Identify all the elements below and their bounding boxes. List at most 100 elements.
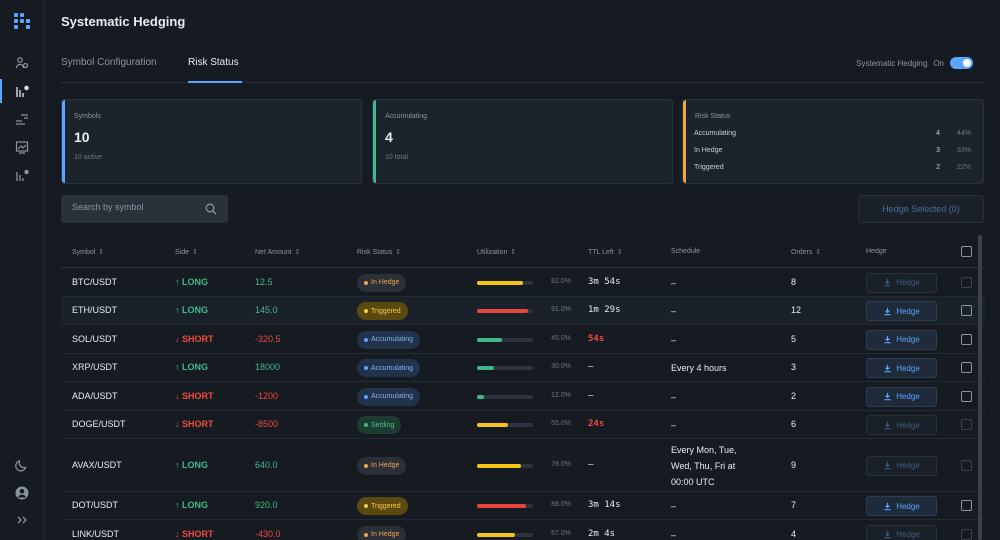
status-dot-icon — [364, 504, 368, 508]
utilization-bar: 67.0% — [477, 529, 577, 537]
schedule-cell: – — [671, 527, 676, 540]
row-checkbox[interactable] — [961, 419, 972, 430]
tab-bar: Symbol Configuration Risk Status Systema… — [61, 48, 985, 83]
table-row[interactable]: ETH/USDT ↑ LONG 145.0 Triggered 91.0% 1m 29s –… — [61, 297, 985, 325]
schedule-cell: – — [671, 417, 676, 433]
utilization-bar: 78.0% — [477, 461, 577, 468]
row-checkbox[interactable] — [961, 276, 972, 288]
hedge-button-label: Hedge — [896, 278, 920, 287]
side-cell: ↑ LONG — [175, 459, 208, 470]
col-symbol[interactable]: Symbol ⇕ — [72, 248, 104, 257]
schedule-line: – — [671, 391, 677, 402]
hedge-button-label: Hedge — [896, 420, 920, 430]
line-chart-icon[interactable] — [13, 138, 31, 156]
schedule-cell: – — [671, 332, 676, 348]
expand-icon[interactable] — [13, 511, 31, 529]
col-ttl-left[interactable]: TTL Left ⇕ — [588, 248, 623, 257]
row-checkbox[interactable] — [961, 500, 972, 511]
symbol-cell: BTC/USDT — [72, 276, 117, 287]
side-cell: ↑ LONG — [175, 276, 208, 287]
card-label: Risk Status — [695, 113, 731, 120]
table-row[interactable]: BTC/USDT ↑ LONG 12.5 In Hedge 82.0% 3m 54s – 8 H… — [61, 268, 985, 297]
col-risk-status[interactable]: Risk Status ⇕ — [357, 248, 402, 257]
search-icon[interactable] — [205, 203, 217, 215]
hedge-button[interactable]: Hedge — [866, 415, 937, 435]
net-amount-cell: 145.0 — [255, 305, 278, 315]
net-amount-cell: 920.0 — [255, 500, 278, 510]
hedge-button[interactable]: Hedge — [866, 272, 937, 293]
col-side[interactable]: Side ⇕ — [175, 248, 198, 257]
schedule-cell: Every Mon, Tue, Wed, Thu, Fri at 00:00 UTC — [671, 442, 737, 490]
row-checkbox[interactable] — [961, 390, 972, 402]
nav-active-indicator — [0, 79, 2, 103]
hedge-button[interactable]: Hedge — [866, 301, 937, 321]
systematic-hedging-toggle[interactable] — [950, 57, 973, 69]
download-icon — [884, 335, 891, 344]
col-schedule: Schedule — [671, 248, 700, 255]
orders-cell: 3 — [791, 362, 797, 372]
table-row[interactable]: AVAX/USDT ↑ LONG 640.0 In Hedge 78.0% – Every … — [61, 439, 985, 492]
utilization-track — [477, 463, 533, 468]
risk-row-name: Accumulating — [694, 130, 737, 137]
hedge-button[interactable]: Hedge — [866, 329, 937, 350]
hedge-button[interactable]: Hedge — [866, 455, 937, 476]
symbol-cell: XRP/USDT — [72, 362, 118, 372]
utilization-pct: 12.0% — [551, 391, 571, 399]
risk-row-pct: 33% — [956, 147, 971, 154]
status-badge: Triggered — [357, 302, 408, 320]
sort-icon: ⇕ — [395, 249, 402, 256]
table-row[interactable]: DOGE/USDT ↓ SHORT -8500 Settling 55.0% 24s – 6 H… — [61, 411, 985, 439]
table-row[interactable]: SOL/USDT ↓ SHORT -320.5 Accumulating 45.0% 54… — [61, 325, 985, 354]
utilization-fill — [477, 337, 503, 342]
transfer-icon[interactable] — [13, 110, 31, 128]
hedge-button[interactable]: Hedge — [866, 358, 937, 378]
hedge-button[interactable]: Hedge — [866, 524, 937, 540]
status-dot-icon — [364, 394, 368, 399]
sort-icon: ⇕ — [510, 249, 517, 256]
status-badge: Accumulating — [357, 359, 421, 377]
avatar[interactable] — [13, 484, 31, 502]
row-checkbox[interactable] — [961, 362, 972, 373]
status-label: In Hedge — [371, 531, 400, 538]
hedge-button[interactable]: Hedge — [866, 496, 937, 516]
logo-icon — [14, 13, 30, 29]
tab-symbol-configuration[interactable]: Symbol Configuration — [61, 57, 157, 68]
hedge-selected-button[interactable]: Hedge Selected (0) — [858, 195, 984, 223]
table-row[interactable]: ADA/USDT ↓ SHORT -1200 Accumulating 12.0% – – 2… — [61, 382, 985, 411]
status-label: In Hedge — [371, 462, 400, 469]
status-label: Accumulating — [371, 336, 414, 343]
net-amount-cell: 12.5 — [255, 276, 273, 287]
scrollbar[interactable] — [978, 235, 982, 540]
row-checkbox[interactable] — [961, 333, 972, 345]
table-row[interactable]: DOT/USDT ↑ LONG 920.0 Triggered 88.0% 3m 14s –… — [61, 492, 985, 520]
row-checkbox[interactable] — [961, 305, 972, 316]
tab-risk-status[interactable]: Risk Status — [188, 57, 239, 68]
page-title: Systematic Hedging — [61, 14, 186, 29]
card-sub: 10 active — [74, 154, 103, 161]
row-checkbox[interactable] — [961, 459, 972, 471]
utilization-fill — [477, 366, 494, 370]
sort-icon: ⇕ — [192, 249, 198, 256]
risk-chart-icon[interactable] — [13, 82, 31, 100]
hedge-button[interactable]: Hedge — [866, 386, 937, 407]
col-orders[interactable]: Orders ⇕ — [791, 248, 821, 257]
select-all-checkbox[interactable] — [961, 246, 972, 257]
row-checkbox[interactable] — [961, 528, 972, 540]
moon-icon[interactable] — [13, 456, 31, 474]
symbol-cell: ETH/USDT — [72, 305, 117, 315]
utilization-fill — [477, 532, 515, 537]
status-label: Accumulating — [371, 393, 414, 400]
table-row[interactable]: XRP/USDT ↑ LONG 18000 Accumulating 30.0% – Eve… — [61, 354, 985, 382]
risk-row-pct: 22% — [956, 164, 971, 171]
utilization-pct: 67.0% — [551, 529, 571, 537]
col-utilization[interactable]: Utilization ⇕ — [477, 248, 517, 257]
col-net-amount[interactable]: Net Amount ⇕ — [255, 248, 300, 257]
net-amount-cell: 640.0 — [255, 459, 278, 470]
search-input[interactable] — [72, 202, 197, 212]
users-icon[interactable] — [13, 54, 31, 72]
table-row[interactable]: LINK/USDT ↓ SHORT -430.0 In Hedge 67.0% 2m 4s… — [61, 520, 985, 540]
alert-chart-icon[interactable] — [13, 166, 31, 184]
col-label: TTL Left — [588, 248, 614, 256]
schedule-line: Wed, Thu, Fri at — [671, 460, 736, 471]
ttl-cell: 2m 4s — [588, 528, 616, 539]
